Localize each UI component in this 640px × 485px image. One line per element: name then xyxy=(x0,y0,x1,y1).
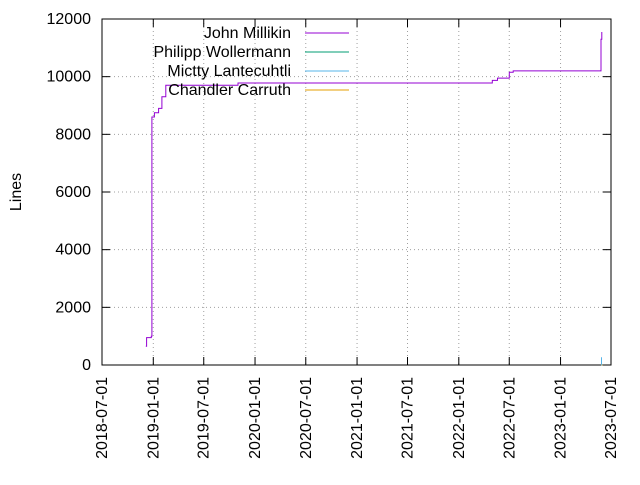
x-tick-label: 2019-01-01 xyxy=(145,377,162,459)
y-tick-label: 6000 xyxy=(55,184,91,201)
y-tick-label: 4000 xyxy=(55,242,91,259)
y-tick-label: 0 xyxy=(82,357,91,374)
legend-label: Mictty Lantecuhtli xyxy=(167,63,291,80)
x-tick-label: 2021-01-01 xyxy=(349,377,366,459)
x-tick-label: 2021-07-01 xyxy=(400,377,417,459)
y-tick-label: 8000 xyxy=(55,126,91,143)
legend: John Millikin Philipp Wollermann Mictty La… xyxy=(153,25,349,99)
y-tick-label: 2000 xyxy=(55,299,91,316)
legend-label: John Millikin xyxy=(204,25,291,42)
x-tick-label: 2020-01-01 xyxy=(247,377,264,459)
x-tick-label: 2018-07-01 xyxy=(94,377,111,459)
x-tick-label: 2023-01-01 xyxy=(553,377,570,459)
x-tick-label: 2022-07-01 xyxy=(501,377,518,459)
x-tick-label: 2023-07-01 xyxy=(603,377,620,459)
x-tick-label: 2019-07-01 xyxy=(196,377,213,459)
y-tick-label: 12000 xyxy=(47,11,92,28)
x-tick-label: 2022-01-01 xyxy=(451,377,468,459)
x-tick-label: 2020-07-01 xyxy=(298,377,315,459)
legend-label: Chandler Carruth xyxy=(168,82,291,99)
y-tick-label: 10000 xyxy=(47,69,92,86)
y-axis-label: Lines xyxy=(8,173,25,211)
legend-label: Philipp Wollermann xyxy=(153,44,291,61)
